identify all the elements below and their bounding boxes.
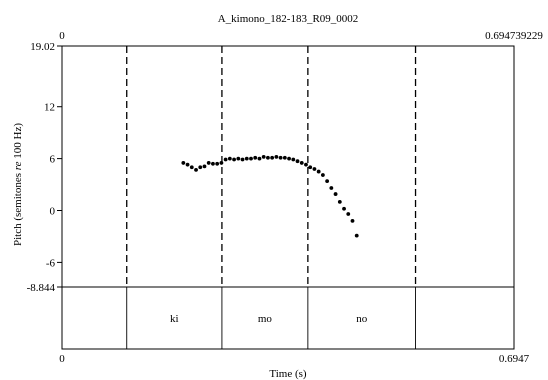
pitch-point [270, 155, 275, 160]
pitch-point [312, 167, 317, 171]
pitch-point [202, 164, 207, 169]
pitch-point [227, 156, 232, 161]
pitch-point [287, 156, 291, 161]
pitch-point [249, 156, 253, 161]
pitch-point [304, 162, 308, 167]
chart-title: A_kimono_182-183_R09_0002 [218, 13, 359, 25]
pitch-point [329, 186, 334, 190]
y-axis-label-pre: Pitch (semitones [12, 170, 24, 246]
pitch-point [295, 159, 300, 164]
pitch-point [346, 212, 351, 216]
pitch-point [198, 165, 203, 170]
y-axis-label-post: 100 Hz) [12, 123, 24, 162]
y-tick-label: -6 [46, 257, 56, 269]
pitch-point [333, 192, 338, 196]
pitch-point [232, 157, 236, 162]
pitch-point [240, 157, 245, 162]
x-start-label-top: 0 [59, 30, 65, 42]
y-tick-label: -8.844 [27, 282, 56, 294]
plot-frame [61, 45, 515, 350]
pitch-point [274, 154, 279, 159]
x-end-label-bottom: 0.6947 [499, 353, 530, 365]
pitch-point [215, 161, 220, 166]
pitch-point [244, 156, 249, 161]
pitch-point [316, 169, 321, 174]
pitch-point [194, 167, 198, 172]
y-axis-label: Pitch (semitones re 100 Hz) [12, 123, 24, 246]
pitch-point [206, 161, 211, 165]
segment-label: ki [170, 313, 179, 325]
pitch-point [299, 161, 304, 165]
pitch-point [223, 157, 228, 162]
y-tick-label: 19.02 [30, 41, 55, 53]
pitch-point [350, 218, 355, 223]
pitch-point [253, 155, 258, 160]
pitch-point [236, 156, 241, 161]
pitch-point [325, 179, 330, 183]
segment-label: mo [258, 313, 273, 325]
y-tick-label: 0 [50, 206, 56, 218]
pitch-point [282, 155, 287, 160]
pitch-point [291, 157, 296, 162]
pitch-point [257, 156, 262, 161]
y-axis-label-italic: re [12, 161, 24, 170]
pitch-point [219, 161, 224, 165]
pitch-point [337, 199, 342, 204]
pitch-point [278, 155, 283, 160]
pitch-point [189, 165, 194, 170]
pitch-point [308, 165, 313, 170]
y-tick-label: 6 [50, 154, 56, 166]
pitch-point [320, 173, 325, 177]
y-tick-label: 12 [44, 102, 55, 114]
pitch-point [211, 161, 215, 166]
x-axis-label: Time (s) [269, 368, 307, 380]
x-end-label-top: 0.694739229 [485, 30, 543, 42]
pitch-point [342, 206, 346, 211]
pitch-point [354, 233, 359, 238]
pitch-point [261, 154, 266, 159]
pitch-point [266, 155, 270, 160]
x-start-label-bottom: 0 [59, 353, 65, 365]
pitch-point [185, 162, 190, 167]
pitch-point [181, 161, 186, 165]
segment-label: no [356, 313, 368, 325]
